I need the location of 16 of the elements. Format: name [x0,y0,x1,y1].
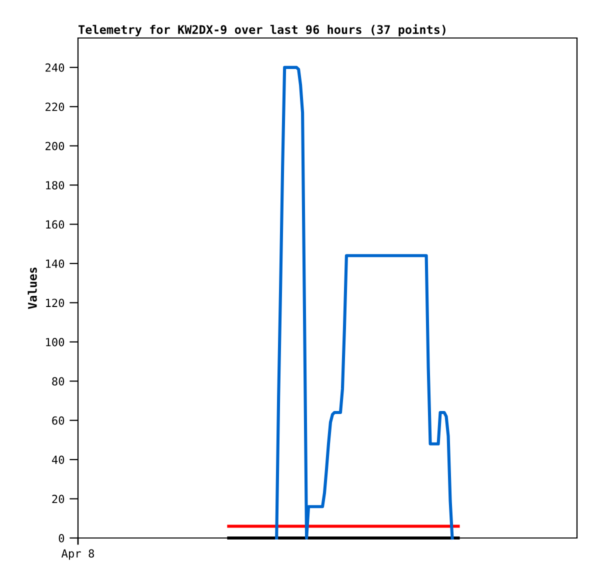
y-tick-label: 220 [46,102,64,112]
y-tick-label: 180 [46,181,64,190]
y-tick-label: 40 [52,456,64,464]
text: Apr 8 [61,549,94,560]
y-tick-label: 20 [52,494,64,504]
chart-title: Telemetry for KW2DX-9 over last 96 hours (37 points) [78,24,446,36]
y-tick-label: 60 [52,416,64,425]
y-tick-label: 100 [46,338,64,346]
y-tick-label: 200 [46,142,64,150]
y-tick-label: 140 [46,259,64,268]
y-axis-title: Values [28,268,37,309]
y-tick-label: 0 [58,534,64,542]
y-tick-label: 120 [46,298,64,308]
y-tick-label: 160 [46,220,64,229]
y-tick-label: 80 [52,377,64,386]
y-tick-label: 240 [46,63,64,72]
